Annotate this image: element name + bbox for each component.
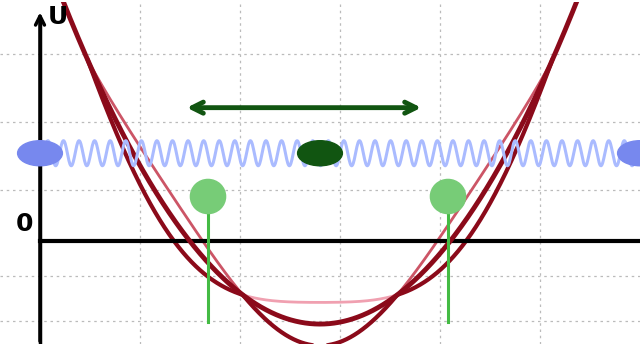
Ellipse shape (618, 141, 640, 166)
Ellipse shape (191, 180, 226, 214)
Ellipse shape (430, 180, 466, 214)
Text: 0: 0 (16, 212, 34, 236)
Ellipse shape (298, 141, 342, 166)
Text: U: U (48, 5, 68, 29)
Ellipse shape (17, 141, 63, 166)
